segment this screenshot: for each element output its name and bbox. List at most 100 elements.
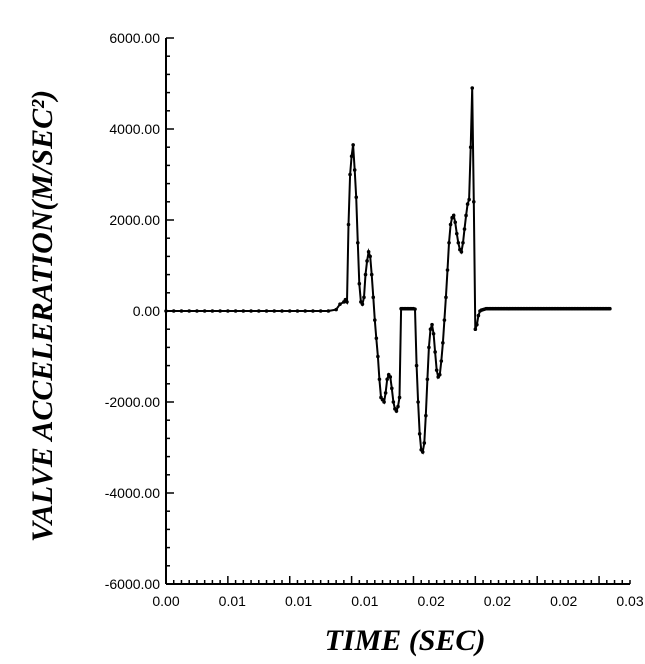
data-point [465,202,470,206]
data-point [417,432,422,436]
data-point [424,413,428,418]
data-point [226,309,230,313]
data-point [210,309,215,313]
data-point [373,318,377,322]
data-point [303,309,308,313]
data-point [391,400,396,404]
data-point [422,441,427,445]
data-point [427,345,431,350]
data-point [264,309,269,313]
data-point [431,331,436,336]
data-point [447,240,451,245]
data-point [195,309,199,313]
data-point [388,375,393,379]
y-tick-label: -4000.00 [105,485,160,501]
y-tick-label: -2000.00 [105,394,160,410]
data-point [390,386,394,391]
data-point [345,300,349,304]
data-point [470,86,475,90]
y-tick-label: -6000.00 [105,576,160,592]
data-point [385,377,389,382]
x-tick-label: 0.01 [219,593,246,609]
data-point [351,143,355,147]
x-tick-label: 0.02 [484,593,511,609]
data-point [374,336,379,341]
data-point [456,240,461,245]
data-point [467,197,471,202]
data-point [164,309,168,313]
data-point [334,307,338,312]
data-point [442,318,447,322]
y-tick-label: 6000.00 [109,30,160,46]
data-point [349,154,354,159]
data-point [475,322,479,327]
data-point [362,295,366,300]
data-point [608,306,612,311]
data-point [311,309,315,313]
data-point [348,172,352,177]
data-point [448,222,453,227]
data-point [354,195,359,200]
series-markers [164,86,612,454]
data-point [414,363,419,368]
data-point [476,313,481,318]
data-point [420,450,425,454]
data-point [326,309,331,313]
data-point [368,254,372,259]
data-point [462,227,467,231]
data-point [471,200,476,204]
x-axis-title: TIME (SEC) [325,624,486,657]
data-point [464,213,468,218]
x-tick-label: 0.02 [418,593,445,609]
data-point [287,309,292,313]
x-tick-label: 0.00 [152,593,179,609]
data-point [187,309,191,313]
data-point [346,222,351,227]
data-point [241,309,246,313]
data-point [355,240,360,245]
x-tick-label: 0.03 [616,593,643,609]
data-point [363,272,368,277]
data-point [318,309,323,313]
data-point [383,391,388,395]
tick-labels: 6000.00 4000.00 2000.00 0.00 -2000.00 -4000.0… [105,30,644,609]
x-tick-label: 0.01 [351,593,378,609]
data-point [357,281,362,286]
data-point [218,309,222,313]
data-point [179,309,184,313]
data-point [439,359,444,363]
data-point [416,400,420,404]
data-point [371,295,376,300]
data-point [369,272,374,277]
data-point [295,309,300,313]
data-point [376,354,380,359]
data-point [233,309,238,313]
x-tick-label: 0.01 [285,593,312,609]
data-point [428,327,433,332]
y-tick-label: 4000.00 [109,121,160,137]
data-point [365,259,369,263]
data-point [454,231,459,236]
data-point [249,309,253,313]
data-point [430,322,434,327]
x-tick-label: 0.02 [550,593,577,609]
data-point [461,240,465,245]
data-point [441,341,445,345]
data-point [434,368,439,372]
data-point [280,309,284,313]
data-point [425,377,430,382]
data-point [445,268,450,272]
data-point [413,307,417,311]
data-point [382,400,386,404]
data-point [360,302,365,306]
data-point [257,309,261,313]
data-point [338,302,342,306]
data-point [377,377,382,382]
y-tick-label: 0.00 [133,303,160,319]
data-point [473,327,478,332]
y-axis-title: VALVE ACCELERATION(M/SEC²) [26,90,59,542]
data-point [451,213,456,218]
data-point [394,409,399,413]
data-point [272,309,277,313]
